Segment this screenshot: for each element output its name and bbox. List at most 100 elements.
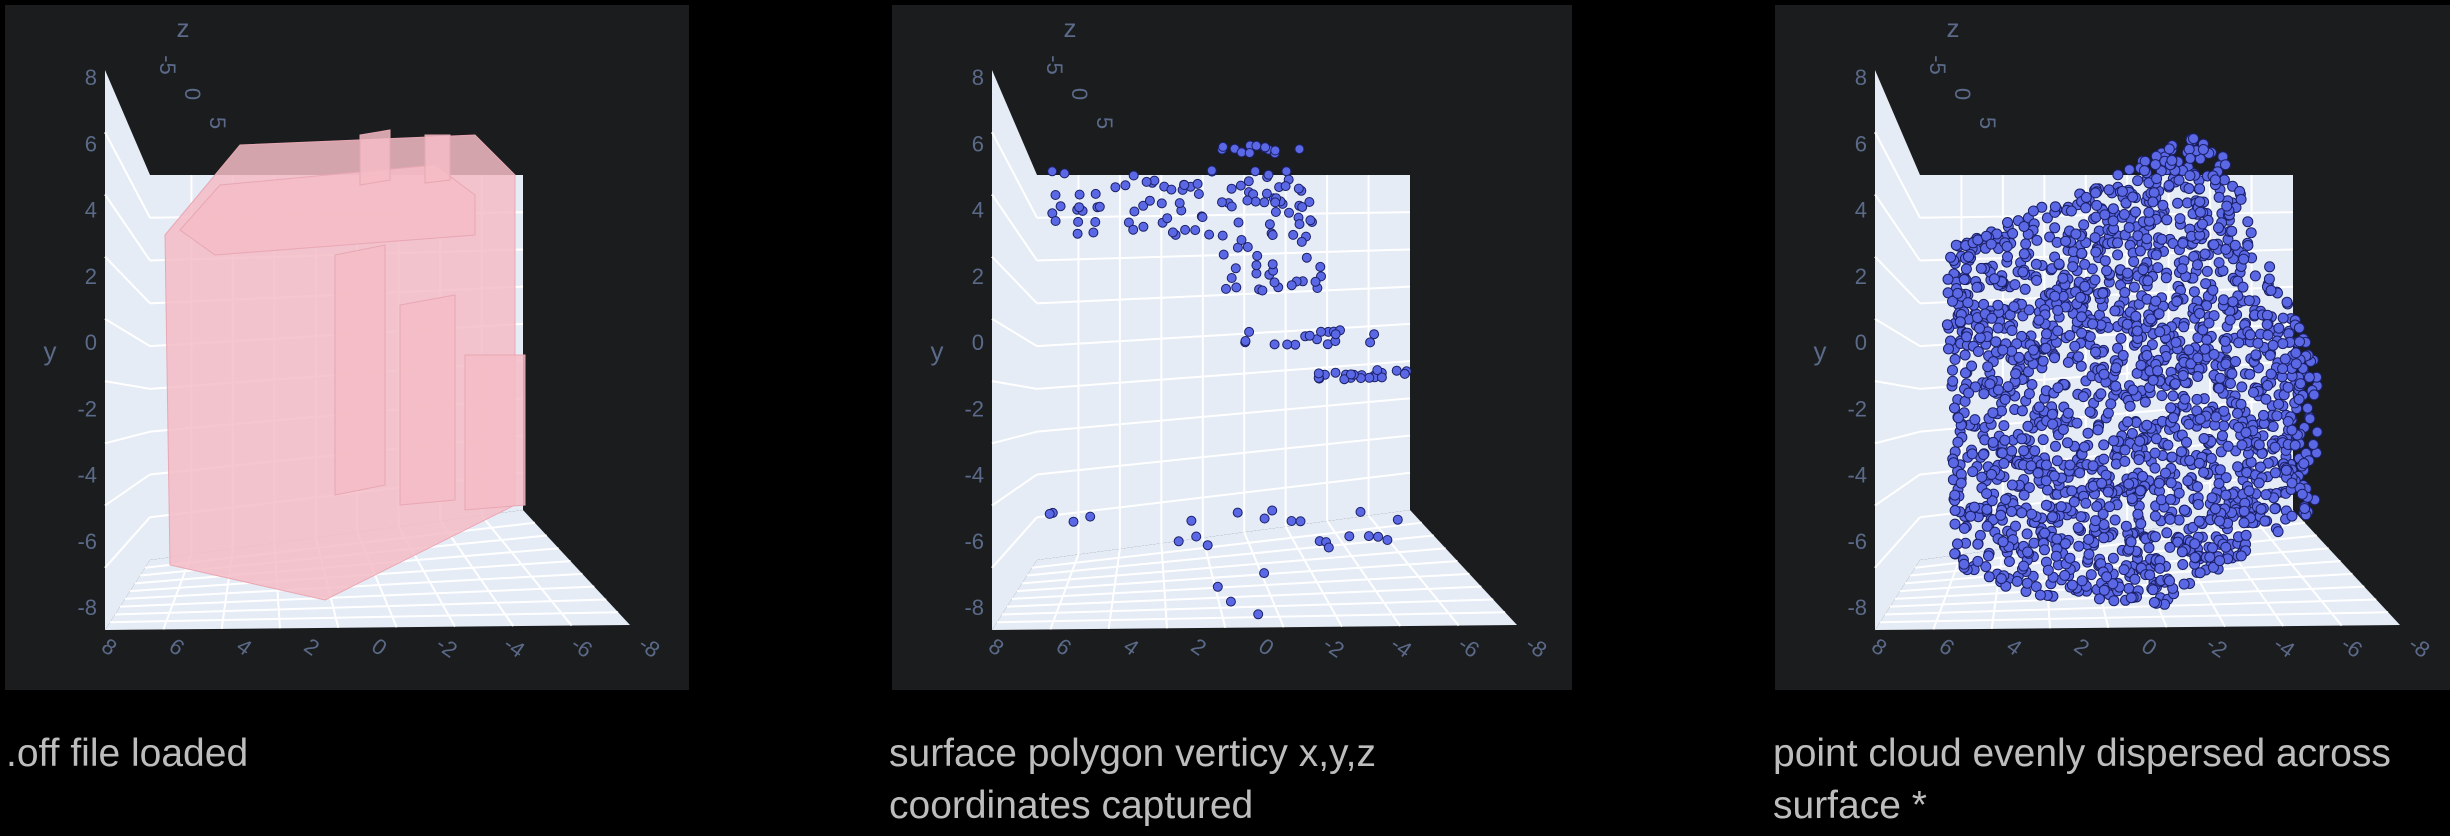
vertex-point (1230, 263, 1241, 274)
cloud-point (2132, 508, 2144, 520)
grid-line (1016, 560, 1458, 593)
cloud-point (2167, 390, 2179, 402)
chart-panel-vertices[interactable]: 8 6 4 2 0 -2 -4 -6 -8 y 8 6 4 2 0 -2 -4 -6 -8 -5 0 5 z (892, 5, 1572, 690)
cloud-point (2220, 159, 2231, 171)
x-tick-label: -4 (2269, 631, 2299, 663)
cloud-point (1949, 402, 1960, 414)
cloud-point (2107, 552, 2119, 564)
cloud-point (2123, 164, 2135, 176)
cloud-point (2236, 439, 2248, 451)
cloud-point (2034, 589, 2046, 601)
cloud-point (2253, 477, 2265, 489)
cloud-point (2076, 327, 2088, 339)
cloud-point (2207, 561, 2219, 573)
cloud-point (2201, 334, 2213, 346)
cloud-point (2179, 504, 2191, 516)
vertex-point (1225, 596, 1236, 607)
cloud-point (2213, 382, 2225, 394)
cloud-point (2074, 467, 2086, 479)
cloud-point (2134, 245, 2146, 257)
cloud-point (2119, 455, 2131, 467)
cloud-point (2060, 538, 2071, 550)
cloud-point (2071, 417, 2083, 429)
x-tick-label: -6 (2337, 631, 2367, 663)
cloud-point (2025, 460, 2037, 472)
cloud-point (2155, 494, 2167, 506)
cloud-point (2040, 475, 2052, 487)
cloud-point (2267, 421, 2279, 432)
cloud-point (2255, 461, 2266, 473)
cloud-point (2220, 358, 2232, 370)
cloud-point (2001, 241, 2013, 252)
cloud-point (1949, 518, 1961, 530)
cloud-point (2099, 209, 2111, 221)
cloud-point (2141, 349, 2153, 361)
vertex-point (1259, 568, 1270, 579)
cloud-point (2222, 440, 2234, 452)
cloud-point (2023, 482, 2035, 494)
vertex-point (1174, 198, 1185, 209)
cloud-point (2204, 551, 2216, 563)
chart-vertices-svg[interactable]: 8 6 4 2 0 -2 -4 -6 -8 y 8 6 4 2 0 -2 -4 -6 -8 -5 0 5 z (892, 5, 1572, 690)
cloud-point (2098, 532, 2110, 544)
vertex-point (1192, 178, 1203, 189)
cloud-point (2214, 372, 2226, 384)
cloud-point (2192, 259, 2203, 271)
cloud-point (2149, 462, 2161, 474)
cloud-point (2154, 326, 2166, 338)
cloud-point (2134, 485, 2146, 497)
chart-point-cloud-svg[interactable]: 8 6 4 2 0 -2 -4 -6 -8 y 8 6 4 2 0 -2 -4 -6 -8 -5 0 5 z (1775, 5, 2450, 690)
y-tick-label: -4 (1847, 463, 1867, 488)
cloud-point (1975, 262, 1987, 274)
cloud-point (2226, 368, 2238, 380)
cloud-point (2152, 365, 2164, 377)
cloud-point (1947, 364, 1958, 376)
chart-panel-mesh[interactable]: 8 6 4 2 0 -2 -4 -6 -8 y 8 6 4 2 0 -2 -4 -6 -8 -5 0 5 z (5, 5, 689, 690)
cloud-point (2006, 479, 2018, 491)
grid-line (991, 380, 1038, 390)
cloud-point (2122, 416, 2134, 428)
cloud-point (2062, 407, 2074, 419)
cloud-point (1999, 434, 2011, 446)
vertex-point (1330, 329, 1341, 340)
chart-mesh-svg[interactable]: 8 6 4 2 0 -2 -4 -6 -8 y 8 6 4 2 0 -2 -4 -6 -8 -5 0 5 z (5, 5, 689, 690)
cloud-point (2027, 205, 2039, 217)
vertex-point (1252, 250, 1263, 261)
cloud-point (2002, 251, 2013, 263)
cloud-point (2070, 228, 2082, 240)
vertex-point (1072, 228, 1083, 239)
vertex-point (1294, 219, 1305, 230)
vertex-point (1068, 516, 1079, 527)
cloud-point (2002, 381, 2014, 393)
cloud-point (2049, 222, 2061, 234)
z-tick-label: -5 (155, 55, 180, 75)
cloud-point (2150, 249, 2162, 261)
cloud-point (2142, 275, 2154, 287)
y-tick-label: 4 (85, 198, 97, 223)
cloud-point (2269, 467, 2281, 479)
cloud-point (1997, 344, 2009, 356)
x-tick-label: 8 (97, 633, 121, 661)
cloud-point (2178, 321, 2190, 333)
vertex-point (1270, 197, 1281, 208)
cloud-point (2080, 202, 2092, 214)
cloud-point (2269, 503, 2281, 515)
cloud-point (2296, 488, 2308, 500)
grid-line (119, 585, 595, 608)
cloud-point (2009, 279, 2021, 291)
vertex-point (1295, 516, 1306, 527)
cloud-point (2240, 529, 2252, 541)
cloud-point (2050, 550, 2062, 562)
cloud-point (2147, 196, 2159, 208)
grid-line (1031, 521, 1423, 569)
cloud-point (2199, 343, 2211, 355)
cloud-point (2210, 411, 2222, 423)
grid-line (1036, 397, 1411, 433)
cloud-point (2052, 325, 2064, 337)
grid-line (1899, 560, 2341, 593)
cloud-point (2064, 459, 2076, 471)
cloud-point (2089, 274, 2101, 286)
chart-panel-point-cloud[interactable]: 8 6 4 2 0 -2 -4 -6 -8 y 8 6 4 2 0 -2 -4 -6 -8 -5 0 5 z (1775, 5, 2450, 690)
cloud-point (2115, 332, 2127, 344)
cloud-point (2033, 401, 2045, 413)
